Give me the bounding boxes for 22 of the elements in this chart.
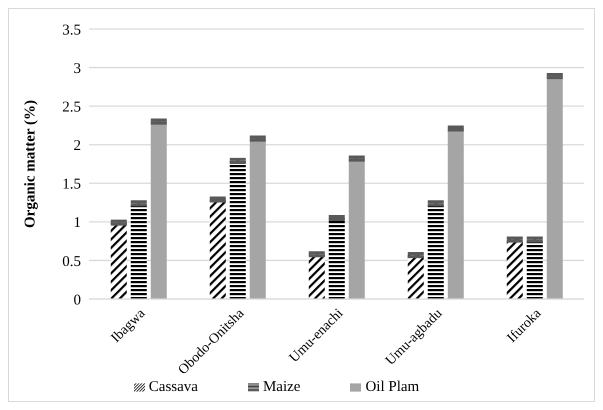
bar [526,240,543,299]
bar [250,138,266,299]
bar [506,240,523,299]
y-tick-label: 2.5 [62,99,81,116]
legend-label: Maize [262,379,300,395]
y-tick-label: 2 [74,138,81,154]
y-tick-label: 1.5 [62,176,81,193]
bar [408,255,424,299]
bar [348,158,365,299]
y-tick-label: 0 [74,292,81,308]
bar [150,122,167,299]
y-axis-title: Organic matter (%) [22,100,38,228]
y-tick-label: 0.5 [62,254,81,270]
legend-label: Oil Plam [365,379,420,395]
y-tick-label: 3.5 [62,22,81,38]
bar [328,218,345,299]
bar [448,128,464,299]
y-tick-label: 3 [74,60,81,77]
y-tick-label: 1 [74,215,81,232]
bar [110,222,127,299]
bar [546,76,563,299]
legend-label: Cassava [148,379,198,395]
